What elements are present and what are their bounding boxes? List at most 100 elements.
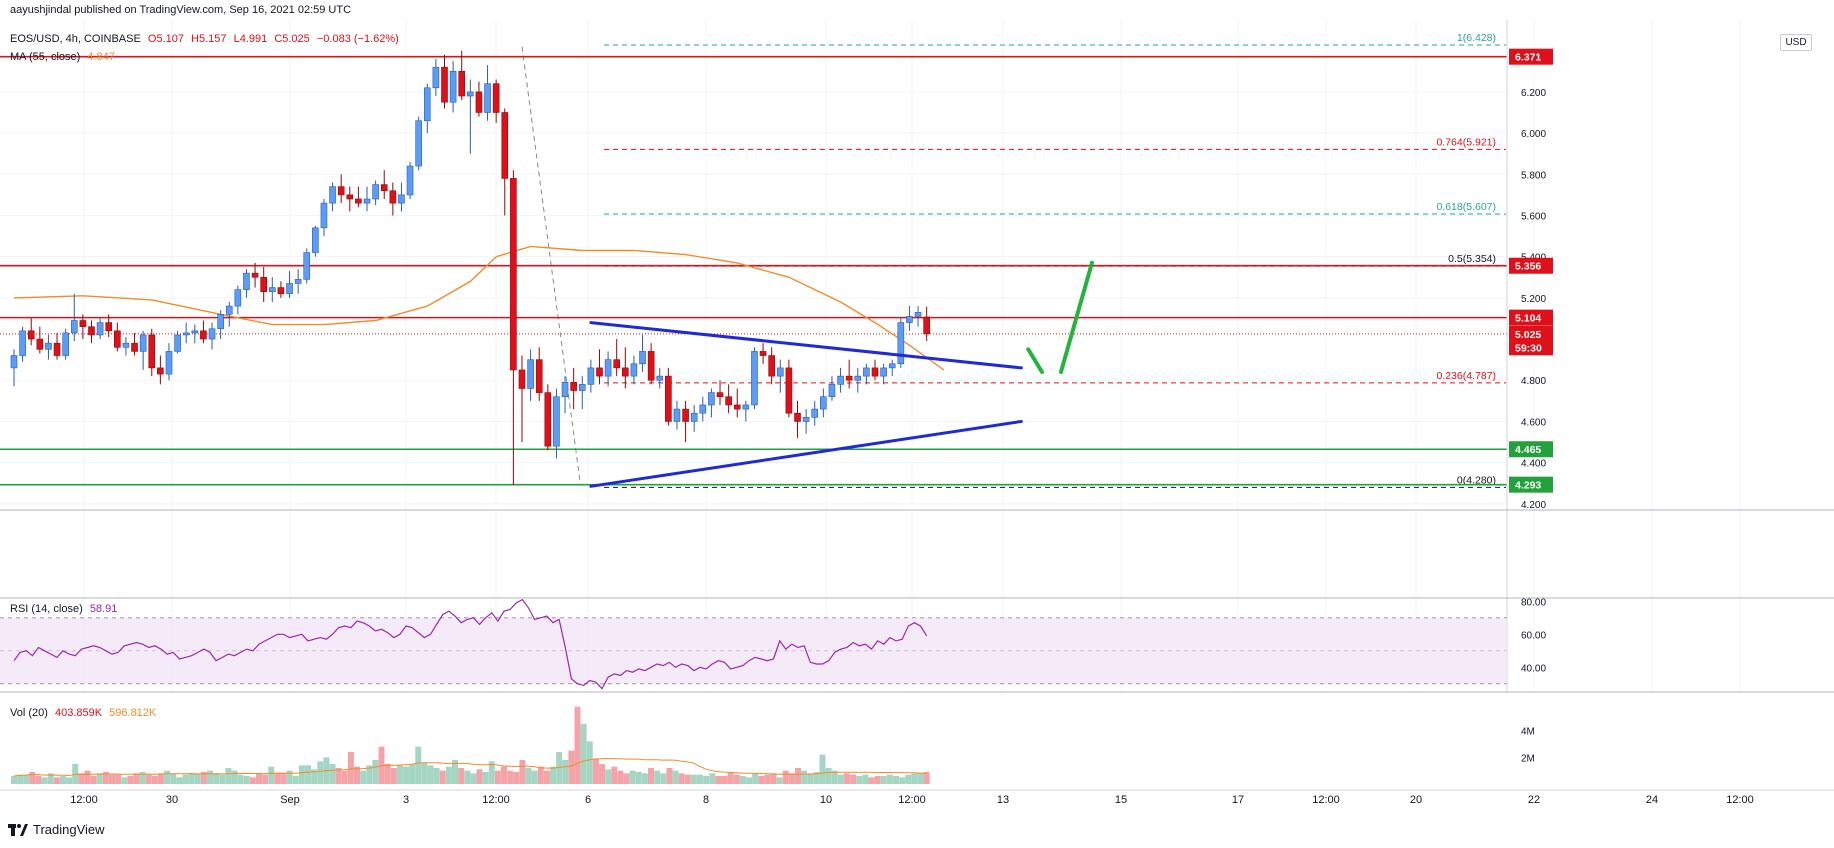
time-tick-label: 12:00 xyxy=(1312,794,1340,806)
price-label: 4.465 xyxy=(1515,444,1541,456)
fib-level-label: 0.236(4.787) xyxy=(1436,370,1496,382)
volume-bar xyxy=(66,777,73,784)
volume-bar xyxy=(409,764,416,784)
rsi-label[interactable]: RSI (14, close) xyxy=(10,603,83,615)
volume-bar xyxy=(513,772,520,784)
candle-body xyxy=(708,392,715,406)
candle-body xyxy=(208,328,216,340)
volume-bar xyxy=(47,773,54,784)
candle xyxy=(527,349,534,401)
volume-bar xyxy=(403,766,410,784)
candle-body xyxy=(243,272,250,290)
candle-body xyxy=(725,396,732,406)
candle-body xyxy=(174,334,181,352)
candle xyxy=(708,388,715,418)
volume-bar xyxy=(568,750,575,784)
volume-bar xyxy=(586,741,593,784)
vol-ma-value: 596.812K xyxy=(109,707,157,719)
candle xyxy=(854,367,862,393)
volume-bar xyxy=(151,776,158,784)
candle xyxy=(96,318,104,340)
candle xyxy=(880,363,887,385)
candle-body xyxy=(897,322,905,365)
volume-bar xyxy=(268,766,275,784)
volume-bar xyxy=(458,768,465,784)
candle xyxy=(286,271,293,298)
candle-body xyxy=(794,412,801,422)
candle xyxy=(372,180,379,206)
volume-bar xyxy=(482,772,489,784)
volume-bar xyxy=(17,774,24,784)
volume-bar xyxy=(347,752,354,784)
volume-bar xyxy=(396,765,403,784)
fib-level-label: 0.764(5.921) xyxy=(1436,136,1496,148)
time-tick-label: 24 xyxy=(1646,794,1658,806)
volume-bar xyxy=(317,761,324,784)
fib-level-label: 0.618(5.607) xyxy=(1436,201,1496,213)
projection-arrow-up xyxy=(1058,260,1094,375)
volume-bar xyxy=(562,760,569,784)
candle-body xyxy=(811,408,819,418)
time-tick-label: 15 xyxy=(1115,794,1127,806)
volume-bar xyxy=(721,776,728,784)
volume-bar xyxy=(537,766,544,784)
ma-label[interactable]: MA (55, close) xyxy=(10,51,81,63)
candle xyxy=(906,306,913,331)
vol-label[interactable]: Vol (20) xyxy=(10,707,48,719)
volume-tick-label: 2M xyxy=(1521,753,1535,764)
symbol-label[interactable]: EOS/USD, 4h, COINBASE xyxy=(10,33,141,45)
volume-bar xyxy=(415,746,422,784)
candle xyxy=(268,277,276,302)
volume-bar xyxy=(660,773,667,784)
volume-bar xyxy=(831,770,838,784)
candle xyxy=(157,355,164,385)
volume-bar xyxy=(476,769,483,784)
candle xyxy=(871,359,879,381)
volume-bar xyxy=(868,777,875,784)
candle-body xyxy=(415,120,422,167)
candle xyxy=(768,347,775,385)
rsi-tick-label: 80.00 xyxy=(1521,597,1546,608)
candle xyxy=(337,174,345,204)
candle xyxy=(742,400,750,422)
volume-bar xyxy=(666,768,673,784)
candle-body xyxy=(234,289,242,307)
candle xyxy=(751,347,758,410)
candle-body xyxy=(587,367,595,385)
candle-body xyxy=(845,375,853,381)
volume-bar xyxy=(813,772,820,784)
price-label-bg xyxy=(1509,48,1553,65)
volume-bar xyxy=(170,773,177,784)
candle xyxy=(785,359,793,418)
currency-button[interactable]: USD xyxy=(1780,34,1812,51)
volume-bar xyxy=(335,768,342,784)
rsi-tick-label: 60.00 xyxy=(1521,630,1546,641)
candle-body xyxy=(449,71,457,103)
volume-bar xyxy=(617,770,624,784)
candle-body xyxy=(441,66,448,103)
volume-bar xyxy=(801,770,808,784)
time-tick-label: 30 xyxy=(166,794,178,806)
tradingview-footer[interactable]: TradingView xyxy=(8,822,105,837)
volume-bar xyxy=(23,774,30,784)
candle xyxy=(217,310,224,340)
price-tick-label: 4.600 xyxy=(1521,417,1546,428)
volume-bar xyxy=(439,770,446,784)
candle xyxy=(690,404,698,432)
candle xyxy=(845,359,853,389)
candle xyxy=(837,367,844,393)
candle-body xyxy=(251,272,259,278)
price-tick-label: 4.800 xyxy=(1521,376,1546,387)
candle-body xyxy=(389,190,397,204)
candle-body xyxy=(268,287,276,292)
candle xyxy=(415,116,422,171)
candle-body xyxy=(260,276,267,292)
candle xyxy=(312,225,319,257)
volume-bar xyxy=(470,773,477,784)
candle-body xyxy=(191,330,199,334)
candle-body xyxy=(406,165,414,196)
volume-bar xyxy=(654,770,661,784)
candle-body xyxy=(742,404,750,410)
time-tick-label: 12:00 xyxy=(70,794,98,806)
